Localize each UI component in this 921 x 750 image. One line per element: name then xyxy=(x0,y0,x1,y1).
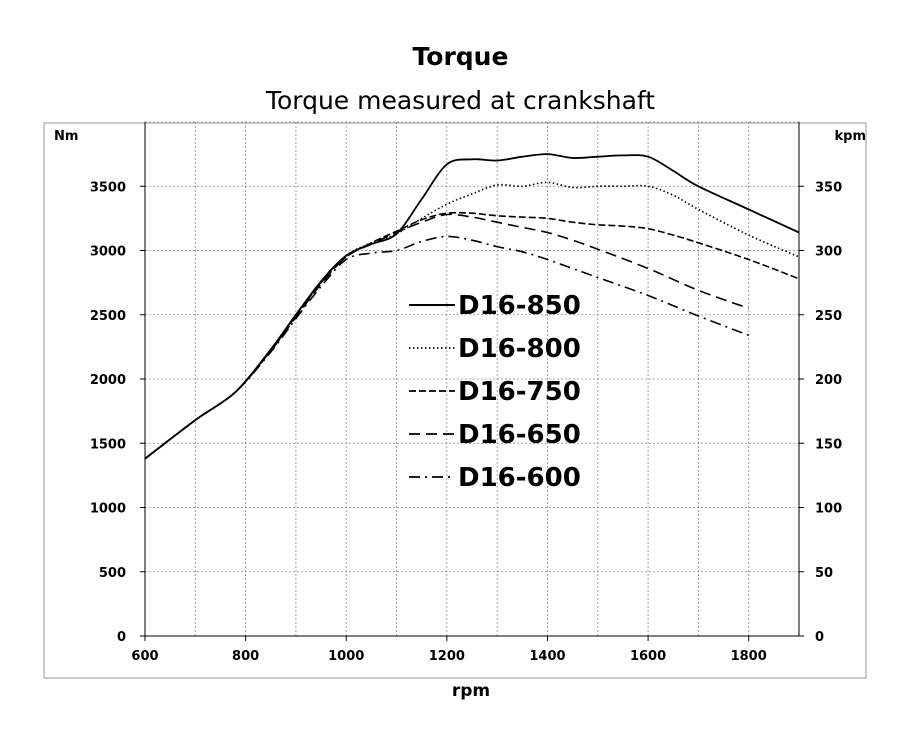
x-axis-title: rpm xyxy=(452,681,490,701)
legend-label-d16-750: D16-750 xyxy=(458,377,581,407)
x-tick-labels: 600 800 1000 1200 1400 1600 1800 xyxy=(131,649,766,664)
y2-tick-labels: 0 50 100 150 200 250 300 350 xyxy=(815,180,842,645)
series-line-d16-850 xyxy=(144,153,800,460)
x-tick-label: 1200 xyxy=(429,649,465,664)
x-tick-label: 1800 xyxy=(731,649,767,664)
x-tick-label: 800 xyxy=(232,649,259,664)
y-tick-label: 500 xyxy=(99,566,126,581)
grid xyxy=(145,121,799,636)
legend-label-d16-850: D16-850 xyxy=(458,291,581,321)
y2-tick-label: 100 xyxy=(815,502,842,517)
y2-tick-label: 300 xyxy=(815,245,842,260)
y-tick-label: 1500 xyxy=(90,437,126,452)
y-tick-label: 2500 xyxy=(90,309,126,324)
y-tick-label: 3000 xyxy=(90,245,126,260)
y2-tick-label: 0 xyxy=(815,630,824,645)
y2-tick-label: 50 xyxy=(815,566,833,581)
chart-subtitle: Torque measured at crankshaft xyxy=(265,86,656,115)
legend-label-d16-800: D16-800 xyxy=(458,334,581,364)
y2-axis-title: kpm xyxy=(835,129,867,144)
y-tick-label: 2000 xyxy=(90,373,126,388)
y-tick-label: 1000 xyxy=(90,502,126,517)
series-line-d16-650 xyxy=(144,213,749,460)
y2-tick-label: 150 xyxy=(815,437,842,452)
axes xyxy=(140,122,804,641)
x-tick-label: 600 xyxy=(131,649,158,664)
y2-tick-label: 200 xyxy=(815,373,842,388)
legend-label-d16-650: D16-650 xyxy=(458,420,581,450)
series-line-d16-800 xyxy=(144,181,800,460)
series-line-d16-750 xyxy=(144,211,800,460)
legend: D16-850 D16-800 D16-750 D16-650 D16-600 xyxy=(409,291,581,493)
x-tick-label: 1000 xyxy=(328,649,364,664)
y-tick-label: 0 xyxy=(117,630,126,645)
legend-label-d16-600: D16-600 xyxy=(458,463,581,493)
series-lines xyxy=(144,153,800,460)
y-tick-labels: 0 500 1000 1500 2000 2500 3000 3500 xyxy=(90,180,126,645)
x-tick-label: 1600 xyxy=(630,649,666,664)
y-tick-label: 3500 xyxy=(90,180,126,195)
y-axis-title: Nm xyxy=(54,129,78,144)
y2-tick-label: 250 xyxy=(815,309,842,324)
chart-frame xyxy=(43,122,867,679)
y2-tick-label: 350 xyxy=(815,180,842,195)
series-line-d16-600 xyxy=(144,235,749,460)
chart-title: Torque xyxy=(412,42,509,71)
x-tick-label: 1400 xyxy=(529,649,565,664)
